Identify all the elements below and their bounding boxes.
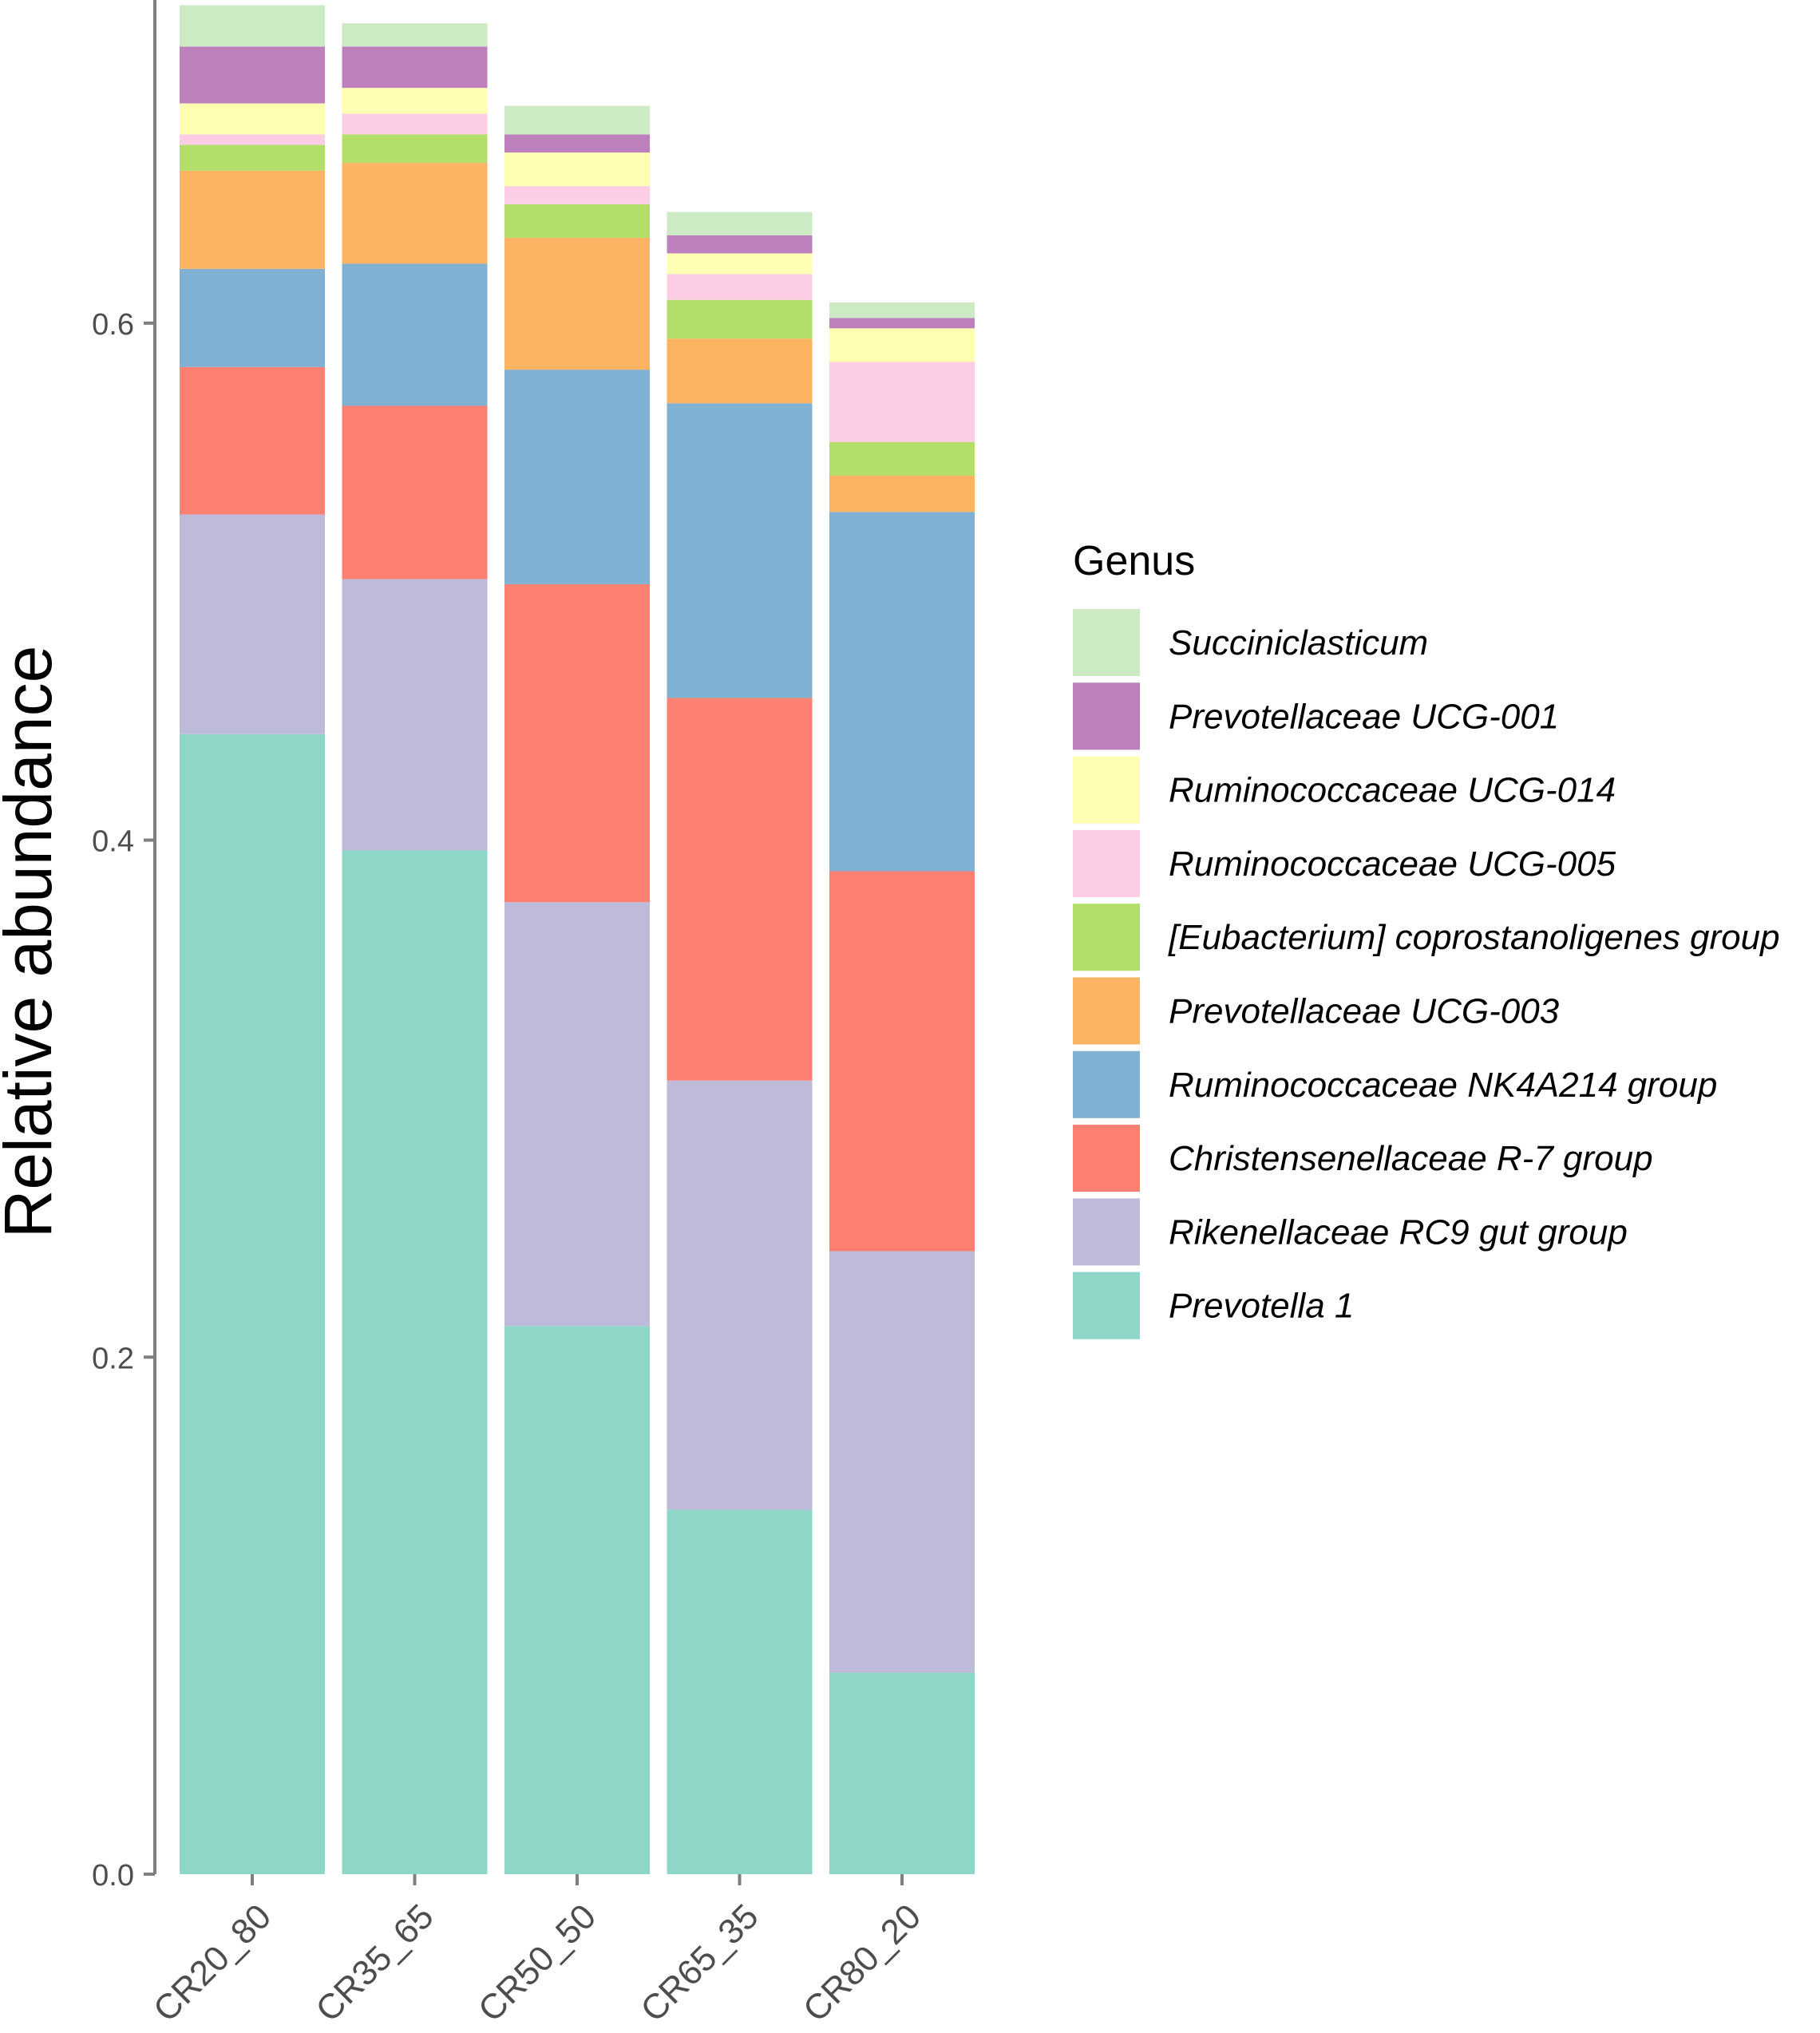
bar-segment-CR65_35-3 bbox=[667, 403, 813, 698]
legend-swatch bbox=[1073, 1272, 1140, 1339]
bar-segment-CR20_80-2 bbox=[180, 366, 325, 515]
bar-segment-CR50_50-6 bbox=[504, 186, 650, 204]
bar-segment-CR80_20-9 bbox=[829, 302, 975, 318]
legend-label: Christensenellaceae R-7 group bbox=[1169, 1139, 1653, 1178]
legend-item: Prevotella 1 bbox=[1073, 1272, 1354, 1339]
bar-segment-CR50_50-3 bbox=[504, 370, 650, 584]
bar-segment-CR20_80-4 bbox=[180, 170, 325, 269]
legend-label: Ruminococcaceae UCG-005 bbox=[1169, 844, 1616, 884]
x-axis-ticks: CR20_80 CR35_65 CR50_50 CR65_35 CR80_20 bbox=[146, 1874, 928, 2030]
bar-segment-CR80_20-1 bbox=[829, 1251, 975, 1673]
legend-item: Ruminococcaceae NK4A214 group bbox=[1073, 1050, 1717, 1118]
bar-segment-CR35_65-3 bbox=[342, 263, 488, 406]
legend-label: [Eubacterium] coprostanoligenes group bbox=[1168, 918, 1780, 957]
legend-item: Ruminococcaceae UCG-005 bbox=[1073, 829, 1616, 897]
bar-segment-CR50_50-1 bbox=[504, 902, 650, 1327]
bar-segment-CR50_50-5 bbox=[504, 204, 650, 238]
bar-segment-CR65_35-8 bbox=[667, 235, 813, 254]
bar-segment-CR35_65-0 bbox=[342, 850, 488, 1874]
y-tick-label: 0.4 bbox=[92, 825, 134, 859]
legend-swatch bbox=[1073, 682, 1140, 750]
bar-segment-CR65_35-2 bbox=[667, 698, 813, 1081]
legend-swatch bbox=[1073, 1198, 1140, 1266]
legend-label: Ruminococcaceae NK4A214 group bbox=[1169, 1066, 1717, 1105]
legend-label: Ruminococcaceae UCG-014 bbox=[1169, 771, 1616, 810]
x-tick-label: CR20_80 bbox=[146, 1897, 279, 2029]
legend-label: Succiniclasticum bbox=[1169, 623, 1428, 663]
bar-segment-CR20_80-3 bbox=[180, 268, 325, 367]
bar-segment-CR20_80-9 bbox=[180, 5, 325, 47]
legend-swatch bbox=[1073, 977, 1140, 1045]
bar-segment-CR80_20-2 bbox=[829, 871, 975, 1252]
bar-segment-CR80_20-8 bbox=[829, 318, 975, 329]
bar-segment-CR80_20-6 bbox=[829, 362, 975, 442]
bar-segment-CR65_35-1 bbox=[667, 1080, 813, 1510]
bar-segment-CR65_35-4 bbox=[667, 338, 813, 404]
legend-item: Prevotellaceae UCG-001 bbox=[1073, 682, 1559, 750]
bar-segment-CR35_65-5 bbox=[342, 134, 488, 164]
bars-layer bbox=[180, 5, 975, 1874]
bar-segment-CR80_20-3 bbox=[829, 512, 975, 872]
bar-segment-CR35_65-4 bbox=[342, 163, 488, 264]
y-tick-label: 0.6 bbox=[92, 308, 134, 342]
bar-segment-CR80_20-0 bbox=[829, 1672, 975, 1874]
legend-swatch bbox=[1073, 609, 1140, 676]
bar-segment-CR80_20-4 bbox=[829, 475, 975, 512]
y-tick-label: 0.0 bbox=[92, 1859, 134, 1893]
legend-label: Prevotella 1 bbox=[1169, 1287, 1354, 1326]
legend-swatch bbox=[1073, 1125, 1140, 1193]
bar-segment-CR35_65-9 bbox=[342, 23, 488, 47]
legend-label: Prevotellaceae UCG-003 bbox=[1169, 992, 1560, 1031]
y-axis-ticks: 0.0 0.2 0.4 0.6 bbox=[92, 308, 155, 1893]
bar-segment-CR35_65-1 bbox=[342, 579, 488, 851]
bar-segment-CR20_80-5 bbox=[180, 144, 325, 171]
bar-segment-CR65_35-0 bbox=[667, 1509, 813, 1874]
y-tick-label: 0.2 bbox=[92, 1342, 134, 1375]
legend-item: Succiniclasticum bbox=[1073, 609, 1428, 676]
bar-segment-CR50_50-8 bbox=[504, 134, 650, 153]
bar-segment-CR65_35-5 bbox=[667, 299, 813, 339]
bar-segment-CR65_35-7 bbox=[667, 253, 813, 275]
bar-segment-CR20_80-6 bbox=[180, 134, 325, 145]
bar-segment-CR80_20-7 bbox=[829, 328, 975, 362]
bar-segment-CR20_80-1 bbox=[180, 514, 325, 734]
legend-title: Genus bbox=[1073, 538, 1195, 584]
bar-segment-CR35_65-2 bbox=[342, 405, 488, 579]
legend: Genus Succiniclasticum Prevotellaceae UCG-… bbox=[1073, 538, 1780, 1339]
bar-segment-CR65_35-9 bbox=[667, 212, 813, 235]
bar-segment-CR50_50-4 bbox=[504, 237, 650, 370]
bar-segment-CR50_50-9 bbox=[504, 105, 650, 135]
bar-segment-CR35_65-6 bbox=[342, 113, 488, 135]
bar-segment-CR65_35-6 bbox=[667, 274, 813, 300]
legend-item: Christensenellaceae R-7 group bbox=[1073, 1125, 1653, 1193]
legend-swatch bbox=[1073, 904, 1140, 971]
legend-swatch bbox=[1073, 756, 1140, 824]
legend-item: Rikenellaceae RC9 gut group bbox=[1073, 1198, 1628, 1266]
legend-label: Prevotellaceae UCG-001 bbox=[1169, 697, 1559, 736]
bar-segment-CR50_50-2 bbox=[504, 583, 650, 903]
x-tick-label: CR65_35 bbox=[633, 1897, 766, 2029]
legend-swatch bbox=[1073, 829, 1140, 897]
bar-segment-CR80_20-5 bbox=[829, 441, 975, 476]
legend-label: Rikenellaceae RC9 gut group bbox=[1169, 1212, 1628, 1252]
bar-segment-CR35_65-8 bbox=[342, 46, 488, 89]
legend-item: Ruminococcaceae UCG-014 bbox=[1073, 756, 1616, 824]
bar-segment-CR35_65-7 bbox=[342, 88, 488, 114]
bar-segment-CR50_50-0 bbox=[504, 1326, 650, 1874]
legend-item: Prevotellaceae UCG-003 bbox=[1073, 977, 1560, 1045]
bar-segment-CR20_80-0 bbox=[180, 734, 325, 1874]
y-axis-title: Relative abundance bbox=[0, 646, 65, 1239]
legend-swatch bbox=[1073, 1050, 1140, 1118]
bar-segment-CR20_80-8 bbox=[180, 46, 325, 104]
x-tick-label: CR35_65 bbox=[308, 1897, 441, 2029]
x-tick-label: CR50_50 bbox=[471, 1897, 603, 2029]
legend-item: [Eubacterium] coprostanoligenes group bbox=[1073, 904, 1780, 971]
bar-segment-CR20_80-7 bbox=[180, 103, 325, 135]
bar-segment-CR50_50-7 bbox=[504, 152, 650, 187]
x-tick-label: CR80_20 bbox=[796, 1897, 928, 2029]
